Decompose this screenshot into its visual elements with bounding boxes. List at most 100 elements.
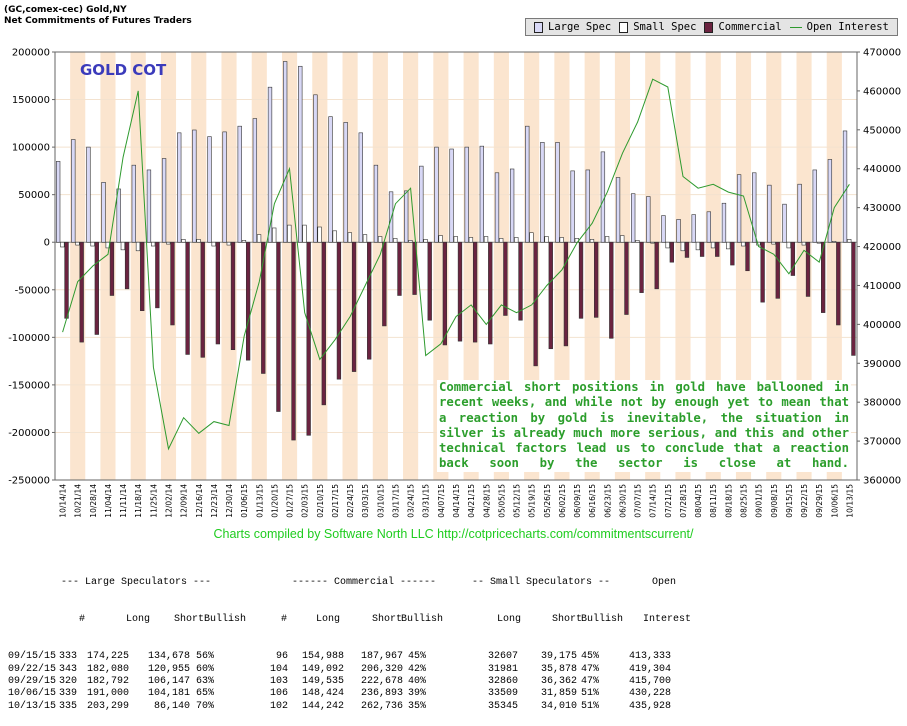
legend-item-large-spec: Large Spec bbox=[534, 21, 611, 33]
small-spec-bar bbox=[680, 241, 685, 252]
grid-band bbox=[645, 52, 661, 480]
commercial-bar bbox=[790, 241, 796, 276]
small-spec-bar bbox=[771, 241, 776, 245]
commercial-bar bbox=[351, 241, 357, 372]
small-spec-bar bbox=[181, 239, 186, 243]
small-spec-bar bbox=[317, 226, 322, 243]
x-axis-tick-label: 12/30/14 bbox=[225, 484, 234, 518]
table-cell: 102 bbox=[269, 700, 288, 712]
small-spec-bar bbox=[589, 239, 595, 243]
commercial-bar bbox=[669, 241, 674, 263]
table-cell: 148,424 bbox=[301, 688, 344, 700]
x-axis-tick-label: 11/11/14 bbox=[119, 484, 128, 518]
x-axis-tick-label: 08/25/15 bbox=[740, 484, 749, 518]
small-spec-bar bbox=[710, 241, 716, 249]
commercial-bar bbox=[442, 241, 448, 346]
x-axis-tick-label: 07/28/15 bbox=[679, 484, 688, 518]
grid-band bbox=[100, 52, 116, 480]
legend-item-open-interest: Open Interest bbox=[789, 21, 889, 33]
x-axis-tick-label: 03/17/15 bbox=[391, 484, 400, 518]
table-cell: 203,299 bbox=[86, 700, 129, 712]
table-header-cell: Bullish bbox=[204, 614, 247, 626]
y2-axis-tick-label: 380000 bbox=[863, 398, 901, 409]
small-spec-bar bbox=[741, 241, 746, 247]
large-spec-bar bbox=[509, 168, 515, 243]
table-cell: 182,792 bbox=[86, 676, 129, 687]
large-spec-bar bbox=[661, 215, 666, 243]
table-cell: 35345 bbox=[487, 700, 518, 712]
table-body: 09/15/15 333 174,225 134,678 56% 96 154,988 187… bbox=[8, 651, 708, 713]
group-large-speculators: --- Large Speculators --- bbox=[61, 576, 212, 588]
table-cell: 415,700 bbox=[628, 676, 671, 687]
commercial-bar bbox=[821, 241, 826, 313]
table-header-cell: Interest bbox=[643, 614, 692, 626]
table-cell: 10/06/15 bbox=[8, 688, 57, 700]
table-cell: 182,080 bbox=[86, 663, 129, 675]
y2-axis-tick-label: 420000 bbox=[863, 242, 901, 253]
large-spec-bar bbox=[177, 132, 182, 243]
commercial-bar bbox=[715, 241, 720, 257]
table-cell: 236,893 bbox=[360, 688, 403, 700]
table-cell: 40% bbox=[407, 676, 426, 687]
table-cell: 63% bbox=[195, 676, 214, 687]
y-axis-tick-label: -200000 bbox=[8, 428, 50, 439]
small-spec-swatch bbox=[619, 21, 629, 33]
legend-item-small-spec: Small Spec bbox=[619, 21, 696, 33]
x-axis-tick-label: 05/26/15 bbox=[543, 484, 552, 518]
y2-axis-tick-label: 440000 bbox=[863, 164, 901, 175]
commercial-bar bbox=[79, 241, 84, 343]
commercial-bar bbox=[578, 241, 584, 319]
large-spec-bar bbox=[767, 184, 772, 243]
commercial-bar bbox=[124, 241, 130, 290]
large-spec-bar bbox=[479, 145, 484, 243]
table-header-cell: Long bbox=[316, 614, 341, 626]
table-row: 10/06/15 339 191,000 104,181 65% 106 148,424 23… bbox=[8, 688, 708, 700]
y-axis-tick-label: 0 bbox=[44, 238, 50, 249]
large-spec-bar bbox=[842, 130, 848, 243]
commercial-bar bbox=[367, 241, 372, 360]
table-cell: 430,228 bbox=[628, 688, 671, 700]
table-column-header: # Long Short Bullish # Long Short Bullish Long Sh… bbox=[8, 614, 708, 626]
x-axis-tick-label: 11/04/14 bbox=[104, 484, 113, 518]
large-spec-bar bbox=[721, 202, 727, 243]
table-cell: 333 bbox=[58, 651, 77, 663]
x-axis-tick-label: 09/22/15 bbox=[800, 484, 809, 518]
large-spec-bar bbox=[222, 131, 227, 243]
commercial-bar bbox=[594, 241, 599, 318]
table-header-cell: Long bbox=[497, 614, 522, 626]
large-spec-bar bbox=[101, 182, 106, 243]
large-spec-bar bbox=[343, 122, 348, 243]
small-spec-bar bbox=[726, 241, 731, 250]
x-axis-tick-label: 06/30/15 bbox=[618, 484, 627, 518]
group-commercial: ------ Commercial ------ bbox=[292, 576, 437, 588]
x-axis-tick-label: 05/19/15 bbox=[528, 484, 537, 518]
x-axis-tick-label: 09/29/15 bbox=[815, 484, 824, 518]
small-spec-bar bbox=[831, 240, 837, 243]
table-cell: 09/15/15 bbox=[8, 651, 57, 663]
x-axis-tick-label: 03/24/15 bbox=[407, 484, 416, 518]
y-axis-tick-label: 50000 bbox=[18, 190, 50, 201]
table-header-cell: Short bbox=[552, 614, 583, 626]
large-spec-bar bbox=[570, 170, 575, 243]
table-row: 09/29/15 320 182,792 106,147 63% 103 149,535 22… bbox=[8, 676, 708, 688]
table-cell: 10/13/15 bbox=[8, 700, 57, 712]
x-axis-tick-label: 08/18/15 bbox=[724, 484, 733, 518]
large-spec-bar bbox=[615, 177, 621, 243]
table-cell: 320 bbox=[58, 676, 77, 687]
large-spec-bar bbox=[282, 61, 288, 243]
small-spec-bar bbox=[287, 224, 292, 243]
table-cell: 70% bbox=[195, 700, 214, 712]
commercial-bar bbox=[336, 241, 342, 380]
commercial-bar bbox=[230, 241, 236, 350]
table-cell: 47% bbox=[580, 676, 599, 687]
small-spec-bar bbox=[347, 232, 353, 243]
table-cell: 262,736 bbox=[360, 700, 403, 712]
large-spec-bar bbox=[267, 86, 273, 243]
open-interest-line-swatch bbox=[789, 26, 802, 28]
large-spec-bar bbox=[131, 164, 136, 243]
large-spec-bar bbox=[328, 116, 333, 243]
chart-credit-link[interactable]: Charts compiled by Software North LLC ht… bbox=[213, 527, 694, 541]
x-axis-tick-label: 06/02/15 bbox=[558, 484, 567, 518]
x-axis-tick-label: 03/31/15 bbox=[422, 484, 431, 518]
large-spec-bar bbox=[373, 164, 379, 243]
